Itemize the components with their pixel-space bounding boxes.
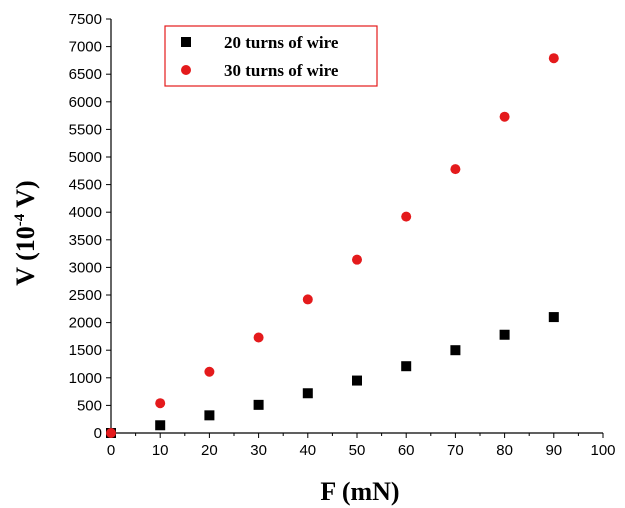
data-point-30-turns xyxy=(302,294,313,305)
x-tick-label: 50 xyxy=(349,442,366,459)
data-point-30-turns xyxy=(548,53,559,64)
y-tick-label: 3500 xyxy=(69,232,102,249)
data-point-20-turns xyxy=(155,420,166,431)
data-point-30-turns xyxy=(155,398,166,409)
data-point-20-turns xyxy=(499,329,510,340)
data-points xyxy=(106,53,559,438)
y-tick-label: 7500 xyxy=(69,11,102,28)
y-tick-label: 2000 xyxy=(69,315,102,332)
x-tick-label: 80 xyxy=(496,442,513,459)
data-point-30-turns xyxy=(450,164,461,175)
y-tick-label: 7000 xyxy=(69,39,102,56)
y-tick-label: 500 xyxy=(77,397,102,414)
x-tick-label: 60 xyxy=(398,442,415,459)
data-point-30-turns xyxy=(499,111,510,122)
y-tick-label: 2500 xyxy=(69,287,102,304)
y-tick-label: 4000 xyxy=(69,204,102,221)
y-tick-label: 5000 xyxy=(69,149,102,166)
data-point-20-turns xyxy=(253,399,264,410)
legend-marker-circle xyxy=(181,65,191,75)
data-point-20-turns xyxy=(401,361,412,372)
axis-ticks: 0 10 20 30 40 50 60 70 80 90 100050010001500200025… xyxy=(69,11,616,459)
data-point-30-turns xyxy=(253,332,264,343)
data-point-20-turns xyxy=(548,312,559,323)
y-tick-label: 3000 xyxy=(69,259,102,276)
x-tick-label: 90 xyxy=(545,442,562,459)
legend-box xyxy=(164,25,378,87)
legend-label-20-turns: 20 turns of wire xyxy=(224,33,339,52)
legend: 20 turns of wire 30 turns of wire xyxy=(164,25,378,87)
legend-marker-square xyxy=(181,37,191,47)
y-tick-label: 6500 xyxy=(69,66,102,83)
data-point-20-turns xyxy=(450,345,461,356)
data-point-30-turns xyxy=(352,254,362,265)
data-point-20-turns xyxy=(302,388,313,399)
y-tick-label: 4500 xyxy=(69,177,102,194)
x-tick-label: 40 xyxy=(299,442,316,459)
data-point-30-turns xyxy=(106,428,116,438)
y-tick-label: 5500 xyxy=(69,121,102,138)
data-point-30-turns xyxy=(204,366,215,377)
x-tick-label: 100 xyxy=(590,442,615,459)
x-tick-label: 10 xyxy=(152,442,169,459)
data-point-20-turns xyxy=(204,410,215,421)
data-point-20-turns xyxy=(352,375,362,386)
y-tick-label: 1000 xyxy=(69,370,102,387)
data-point-30-turns xyxy=(401,211,412,222)
y-tick-label: 1500 xyxy=(69,342,102,359)
y-tick-label: 6000 xyxy=(69,94,102,111)
y-axis-title: V (10-4 V) xyxy=(11,180,40,285)
x-tick-label: 70 xyxy=(447,442,464,459)
legend-label-30-turns: 30 turns of wire xyxy=(224,61,339,80)
x-tick-label: 30 xyxy=(250,442,267,459)
x-axis-title: F (mN) xyxy=(320,477,399,506)
x-tick-label: 20 xyxy=(201,442,218,459)
y-tick-label: 0 xyxy=(94,425,102,442)
x-tick-label: 0 xyxy=(107,442,115,459)
